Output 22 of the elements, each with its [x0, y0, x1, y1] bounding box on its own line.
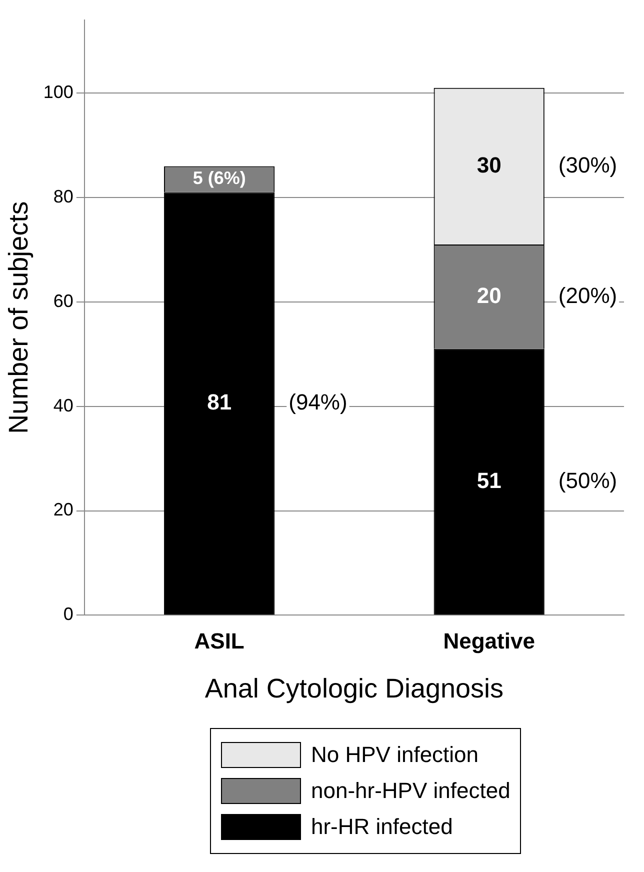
x-tick-label: ASIL: [194, 628, 244, 654]
y-tick-label: 80: [53, 186, 74, 206]
y-tick-label: 20: [53, 500, 74, 520]
y-tick-label: 40: [53, 395, 74, 416]
x-axis-title: Anal Cytologic Diagnosis: [204, 673, 504, 704]
legend-label: non-hr-HPV infected: [311, 778, 510, 804]
y-tick-label: 60: [53, 290, 74, 311]
data-label: 81: [207, 390, 232, 415]
annotation: (94%): [288, 390, 348, 415]
annotation: (30%): [558, 152, 618, 178]
y-tick-label: 100: [43, 82, 74, 102]
annotation: (20%): [558, 282, 618, 308]
annotation: (50%): [558, 468, 618, 493]
y-axis-title: Number of subjects: [4, 201, 34, 434]
data-label: 20: [476, 282, 502, 308]
legend-label: hr-HR infected: [311, 814, 453, 840]
data-label: 5 (6%): [192, 168, 246, 188]
data-label: 30: [476, 152, 502, 178]
x-tick-label: Negative: [443, 628, 535, 654]
legend-label: No HPV infection: [311, 742, 479, 768]
y-tick-label: 0: [63, 604, 74, 624]
data-label: 51: [476, 468, 502, 493]
